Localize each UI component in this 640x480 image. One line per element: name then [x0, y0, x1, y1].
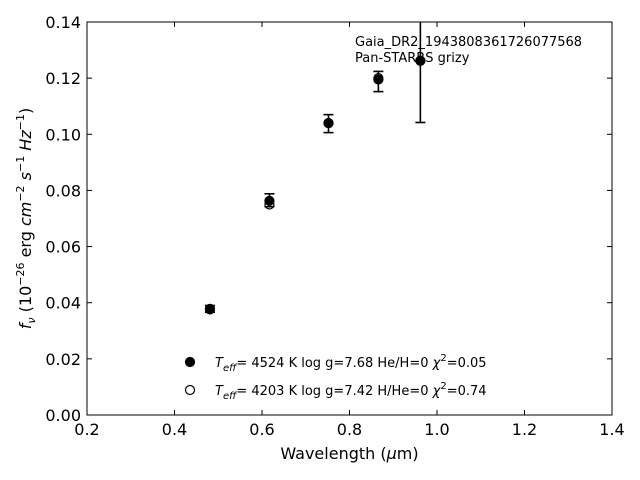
legend-marker-filled: [184, 356, 196, 368]
annotation-source-id: Gaia_DR2_1943808361726077568: [355, 35, 582, 50]
x-axis-label: Wavelength (μm): [280, 444, 418, 463]
y-tick-label: 0.12: [45, 69, 81, 88]
y-tick-label: 0.04: [45, 294, 81, 313]
annotation-survey: Pan-STARRS grizy: [355, 51, 470, 66]
model-point-open: [373, 73, 384, 84]
x-tick-label: 1.2: [512, 420, 537, 439]
y-tick-label: 0.08: [45, 181, 81, 200]
y-tick-label: 0.14: [45, 13, 81, 32]
x-tick-label: 0.6: [249, 420, 274, 439]
model-point-open: [415, 55, 426, 66]
y-tick-label: 0.02: [45, 350, 81, 369]
y-tick-label: 0.10: [45, 125, 81, 144]
model-point-open: [264, 199, 275, 210]
x-tick-label: 0.4: [162, 420, 187, 439]
y-tick-label: 0.06: [45, 238, 81, 257]
y-tick-label: 0.00: [45, 406, 81, 425]
legend-marker-open: [184, 384, 196, 396]
y-axis-label: fν (10−26 erg cm−2 s−1 Hz−1): [14, 108, 38, 329]
x-tick-label: 1.0: [424, 420, 449, 439]
model-point-open: [323, 117, 334, 129]
x-tick-label: 0.2: [74, 420, 99, 439]
x-tick-label: 0.8: [337, 420, 362, 439]
model-point-open: [204, 304, 216, 315]
legend-entry-text: Teff= 4203 K log g=7.42 H/He=0 χ2=0.74: [215, 381, 487, 402]
x-tick-label: 1.4: [599, 420, 624, 439]
model-point-filled: [264, 195, 275, 206]
legend-entry-text: Teff= 4524 K log g=7.68 He/H=0 χ2=0.05: [215, 353, 487, 374]
